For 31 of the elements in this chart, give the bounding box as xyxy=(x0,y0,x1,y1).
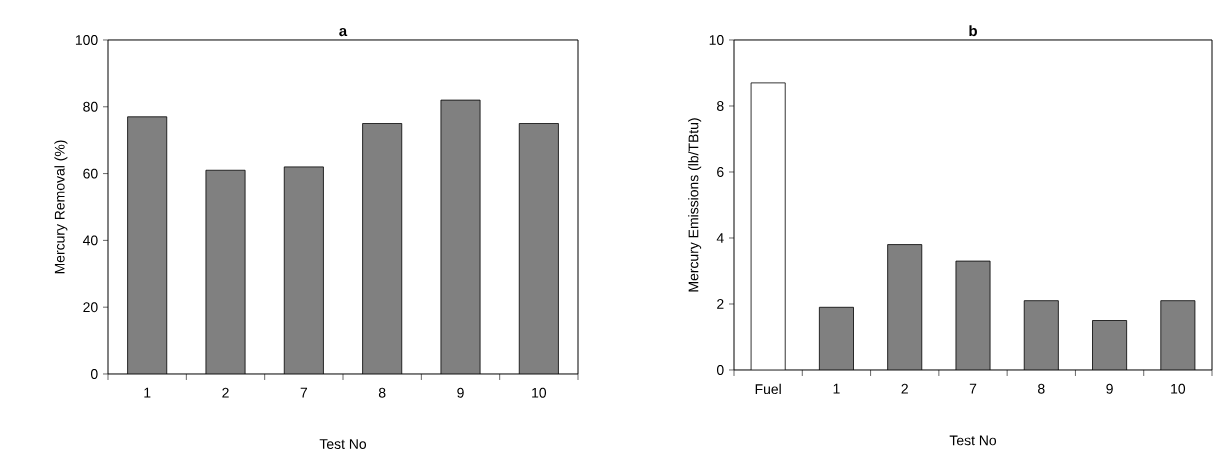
y-tick-label: 6 xyxy=(717,167,724,177)
x-tick-label: Fuel xyxy=(755,383,781,395)
y-axis-title: Mercury Removal (%) xyxy=(54,140,68,274)
y-tick-label: 10 xyxy=(709,35,724,45)
y-tick-label: 40 xyxy=(82,235,98,246)
x-tick-label: 7 xyxy=(969,383,977,394)
x-tick-label: 2 xyxy=(901,383,908,394)
x-tick-label: 8 xyxy=(378,387,386,398)
x-tick-label: 2 xyxy=(222,387,229,398)
y-tick-label: 20 xyxy=(83,302,98,313)
y-tick-label: 0 xyxy=(716,365,724,375)
x-tick-label: 9 xyxy=(457,387,464,398)
y-tick-label: 8 xyxy=(717,101,724,111)
x-tick-label: 10 xyxy=(532,387,547,398)
x-tick-label: 9 xyxy=(1106,383,1113,394)
y-tick-label: 2 xyxy=(717,299,724,309)
x-axis-title: Test No xyxy=(319,439,367,449)
x-axis-title: Test No xyxy=(949,435,997,446)
x-tick-label: 8 xyxy=(1038,383,1045,394)
x-tick-label: 1 xyxy=(144,387,151,398)
y-tick-label: 60 xyxy=(83,168,98,179)
y-tick-label: 4 xyxy=(716,233,724,243)
chart-title: b xyxy=(969,25,977,37)
y-axis-title: Mercury Emissions (lb/TBtu) xyxy=(688,118,702,292)
y-tick-label: 100 xyxy=(75,35,98,45)
y-tick-label: 80 xyxy=(83,101,98,112)
x-tick-label: 7 xyxy=(300,387,308,398)
x-tick-label: 10 xyxy=(1171,383,1186,394)
x-tick-label: 1 xyxy=(833,383,840,394)
chart-title: a xyxy=(339,27,348,37)
y-tick-label: 0 xyxy=(90,369,98,379)
